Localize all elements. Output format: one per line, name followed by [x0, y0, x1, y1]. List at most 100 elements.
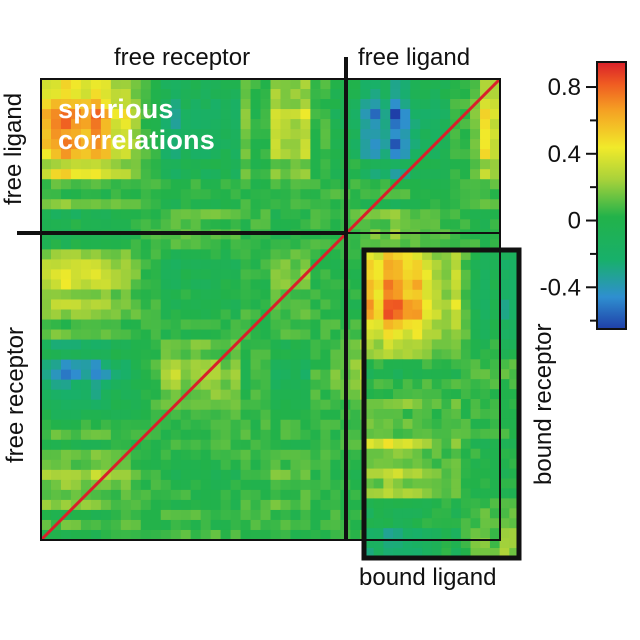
free-matrix-cell	[230, 259, 241, 270]
free-matrix-cell	[360, 189, 371, 200]
free-matrix-diagonal	[39, 77, 502, 542]
free-matrix-cell	[460, 189, 471, 200]
bound-matrix-cell	[373, 269, 384, 281]
free-matrix-cell	[320, 329, 331, 340]
free-matrix-cell	[110, 529, 122, 541]
bound-matrix-cell	[364, 528, 375, 539]
free-matrix-cell	[120, 149, 132, 160]
bound-matrix-cell	[431, 269, 442, 281]
free-matrix-cell	[400, 229, 411, 240]
free-matrix-cell	[90, 329, 102, 340]
free-matrix-cell	[180, 159, 192, 170]
bound-matrix-cell	[470, 269, 481, 281]
free-matrix-cell	[470, 149, 481, 160]
free-matrix-cell	[140, 499, 152, 511]
free-matrix-cell	[130, 469, 142, 481]
free-matrix-cell	[120, 349, 132, 361]
free-matrix-diagonal-line	[39, 77, 502, 542]
free-matrix-cell	[320, 419, 331, 431]
free-matrix-cell	[80, 399, 92, 411]
free-matrix-cell	[300, 329, 311, 340]
free-matrix-cell	[120, 79, 132, 90]
free-matrix-cell	[140, 89, 152, 100]
free-matrix-cell	[140, 139, 152, 150]
free-matrix-cell	[240, 279, 251, 290]
bound-matrix-cell	[451, 478, 462, 489]
free-matrix-cell	[450, 79, 461, 90]
free-matrix-cell	[260, 509, 271, 521]
free-matrix-cell	[210, 529, 222, 541]
free-matrix-cell	[220, 139, 231, 150]
free-matrix-cell	[360, 229, 371, 240]
free-matrix-cell	[50, 419, 62, 431]
free-matrix-cell	[270, 189, 281, 200]
free-matrix-cell	[250, 309, 261, 320]
bound-matrix-cell	[460, 408, 471, 420]
bound-matrix-cell	[509, 250, 520, 261]
bound-matrix-cell	[441, 259, 452, 271]
bound-matrix-cell	[480, 498, 491, 509]
bound-matrix-cell	[499, 329, 510, 340]
free-matrix-cell	[150, 509, 162, 521]
free-matrix-cell	[470, 89, 481, 100]
free-matrix-cell	[350, 149, 361, 160]
free-matrix-cell	[440, 159, 451, 170]
bound-matrix-cell	[422, 478, 433, 489]
free-matrix-cell	[470, 139, 481, 150]
free-matrix-cell	[280, 129, 291, 140]
free-matrix-cell	[160, 129, 172, 140]
free-matrix-cell	[120, 489, 132, 501]
free-matrix-cell	[440, 199, 451, 210]
free-matrix-cell	[170, 119, 182, 130]
free-matrix-cell	[260, 319, 271, 330]
free-matrix-cell	[180, 219, 192, 230]
free-matrix-cell	[170, 279, 182, 290]
bound-matrix-cell	[451, 349, 462, 360]
free-matrix-cell	[230, 239, 241, 250]
free-matrix-cell	[60, 179, 72, 190]
free-matrix-cell	[110, 359, 122, 371]
bound-matrix-cell	[460, 339, 471, 350]
free-matrix-cell	[250, 329, 261, 340]
bound-matrix-cell	[373, 478, 384, 489]
free-matrix-cell	[250, 369, 261, 381]
free-matrix-cell	[110, 519, 122, 531]
free-matrix-cell	[330, 269, 341, 280]
bound-matrix-cell	[422, 309, 433, 320]
free-matrix-cell	[140, 439, 152, 451]
free-matrix-cell	[280, 329, 291, 340]
free-matrix-cell	[130, 389, 142, 401]
bound-matrix-cell	[393, 339, 404, 350]
bound-matrix-cell	[364, 389, 375, 400]
bound-matrix-cell	[470, 259, 481, 271]
free-matrix-cell	[100, 239, 112, 250]
bound-matrix-cell	[402, 468, 413, 479]
free-matrix-cell	[170, 449, 182, 461]
free-matrix-cell	[410, 209, 421, 220]
free-matrix-cell	[280, 339, 291, 350]
free-matrix-cell	[250, 519, 261, 531]
free-matrix-cell	[230, 289, 241, 300]
free-matrix-cell	[100, 399, 112, 411]
free-matrix-cell	[160, 239, 172, 250]
free-matrix-cell	[80, 329, 92, 340]
free-matrix-cell	[220, 499, 231, 511]
free-matrix-cell	[220, 409, 231, 421]
free-matrix-cell	[240, 149, 251, 160]
free-matrix-cell	[230, 109, 241, 120]
free-matrix-cell	[160, 299, 172, 310]
free-matrix-cell	[330, 529, 341, 541]
bound-matrix-cell	[499, 399, 510, 410]
free-matrix-cell	[130, 219, 142, 230]
free-matrix-cell	[80, 409, 92, 421]
free-matrix-cell	[80, 119, 92, 130]
free-matrix-cell	[41, 519, 52, 531]
bound-matrix-cell	[364, 448, 375, 460]
colorbar-ticks: 0.80.40-0.4	[540, 74, 597, 322]
free-matrix-cell	[270, 339, 281, 350]
free-matrix-cell	[100, 249, 112, 260]
free-matrix-cell	[80, 419, 92, 431]
free-matrix-cell	[330, 349, 341, 361]
free-matrix-cell	[310, 289, 321, 300]
free-matrix-cell	[450, 199, 461, 210]
